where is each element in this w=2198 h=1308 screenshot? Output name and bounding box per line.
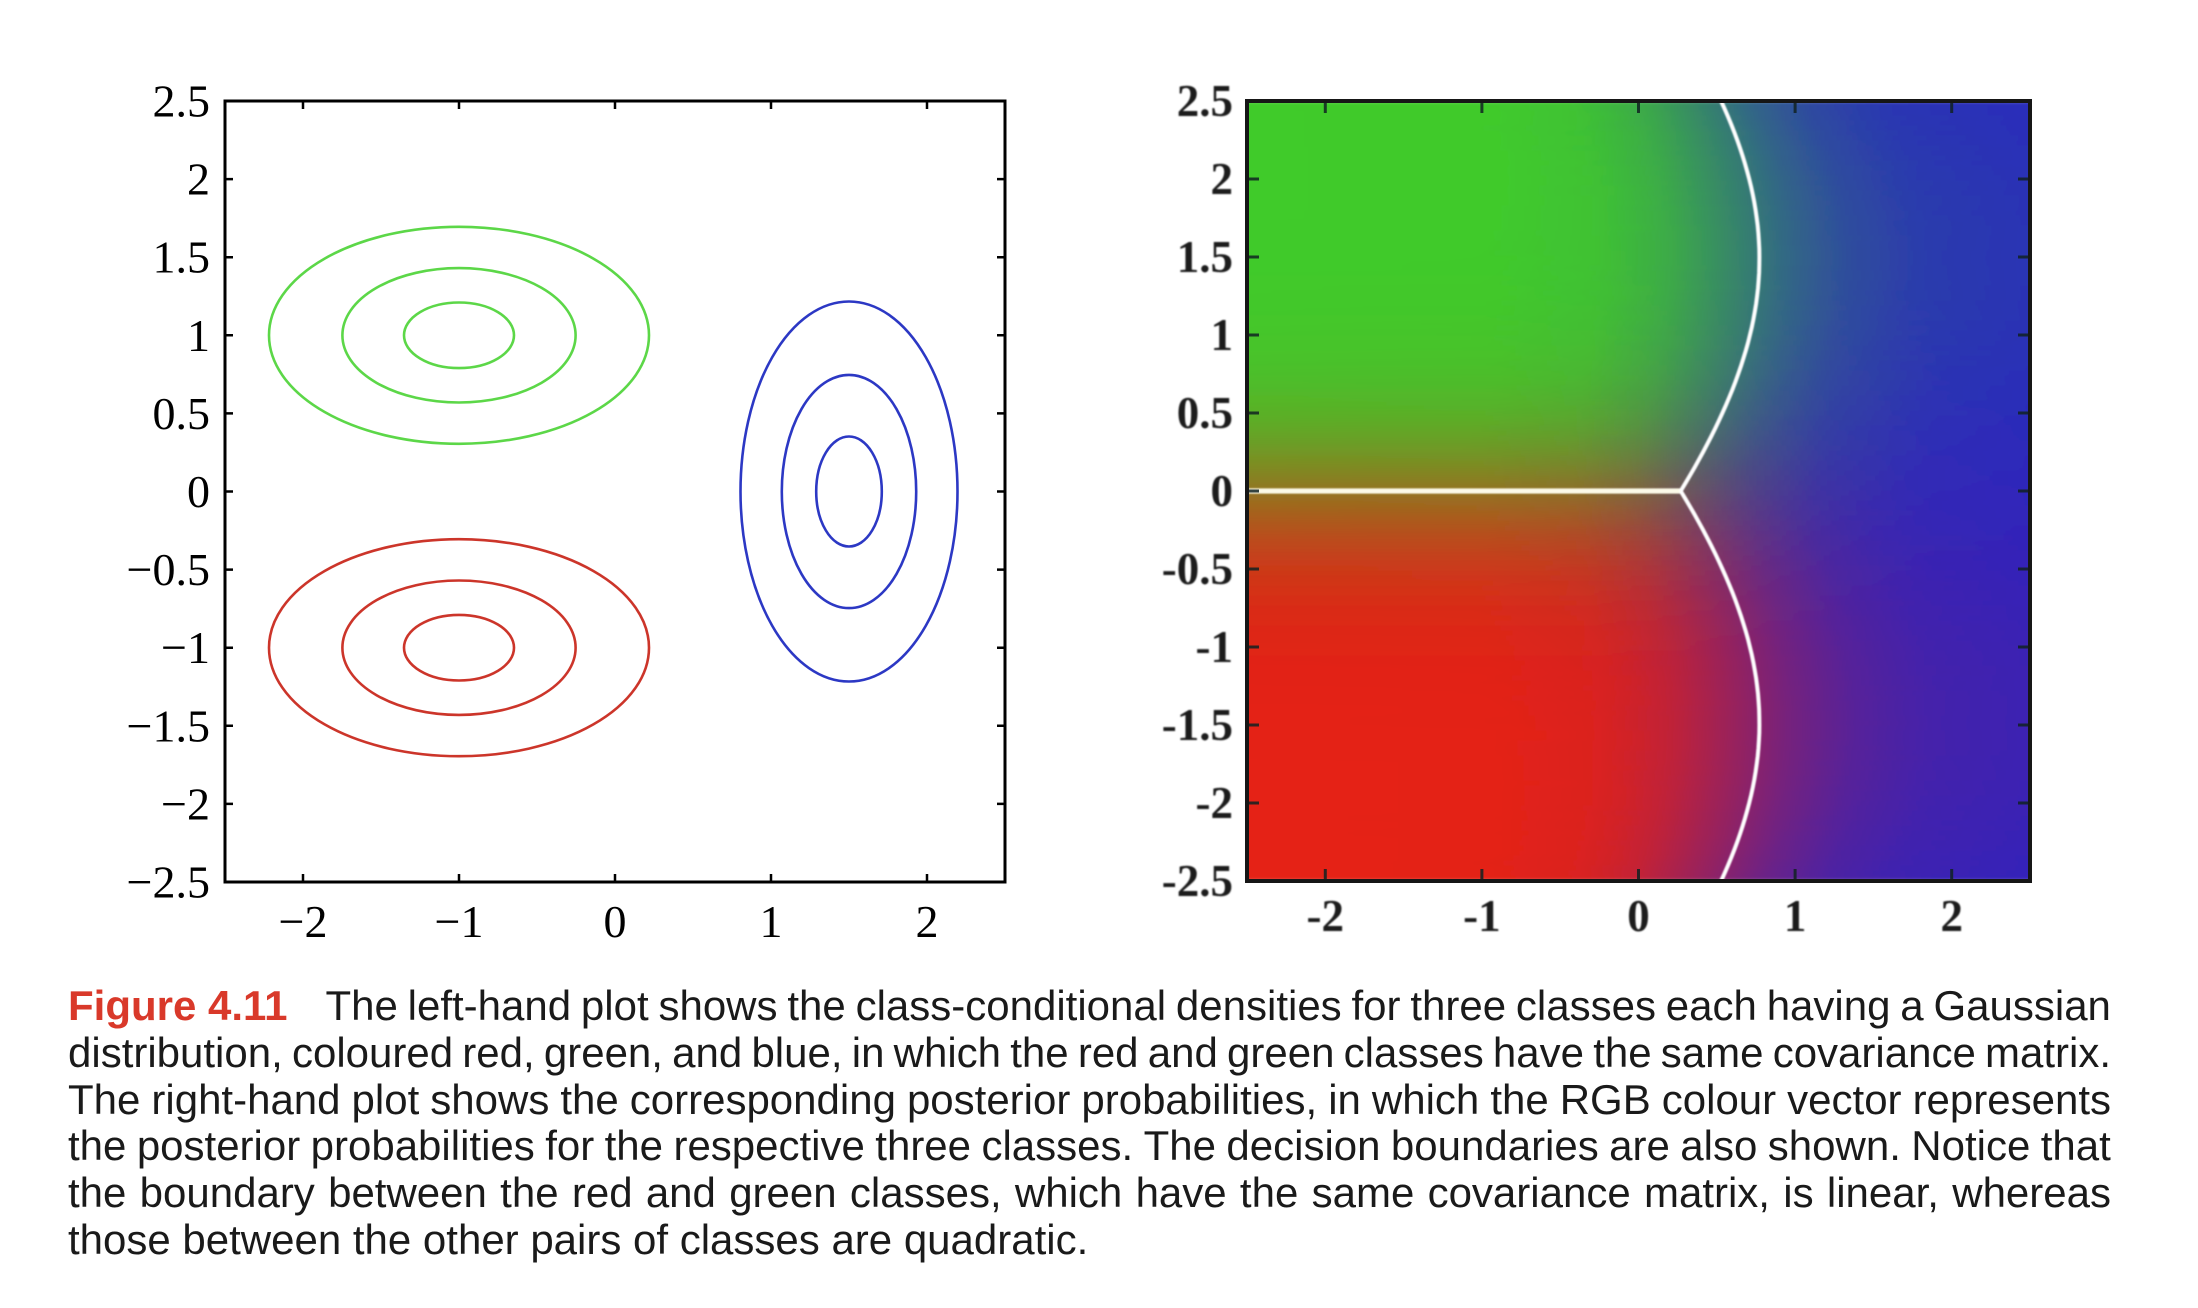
svg-text:1: 1 [760,896,783,947]
svg-text:-2: -2 [1307,891,1345,941]
svg-text:1.5: 1.5 [153,232,211,283]
svg-text:2.5: 2.5 [153,76,211,127]
svg-text:0.5: 0.5 [1177,388,1233,438]
svg-text:2: 2 [916,896,939,947]
svg-text:−1: −1 [161,622,210,673]
svg-text:1: 1 [187,310,210,361]
svg-text:−1.5: −1.5 [127,700,210,751]
svg-text:-2.5: -2.5 [1162,856,1233,906]
svg-text:-1.5: -1.5 [1162,700,1233,750]
svg-text:1.5: 1.5 [1177,232,1233,282]
svg-text:1: 1 [1211,310,1234,360]
svg-text:2: 2 [187,154,210,205]
svg-text:0: 0 [1211,466,1234,516]
svg-text:-2: -2 [1196,778,1234,828]
svg-text:1: 1 [1784,891,1807,941]
svg-text:−2: −2 [279,896,328,947]
svg-text:2: 2 [1211,154,1234,204]
svg-text:0: 0 [187,466,210,517]
svg-text:2.5: 2.5 [1177,76,1233,126]
svg-text:-1: -1 [1463,891,1501,941]
svg-text:−2: −2 [161,778,210,829]
svg-text:0.5: 0.5 [153,388,211,439]
svg-text:−0.5: −0.5 [127,544,210,595]
svg-text:0: 0 [604,896,627,947]
svg-text:−1: −1 [435,896,484,947]
svg-text:2: 2 [1940,891,1963,941]
svg-text:-1: -1 [1196,622,1234,672]
svg-text:-0.5: -0.5 [1162,544,1233,594]
svg-text:−2.5: −2.5 [127,857,210,908]
svg-text:0: 0 [1627,891,1650,941]
